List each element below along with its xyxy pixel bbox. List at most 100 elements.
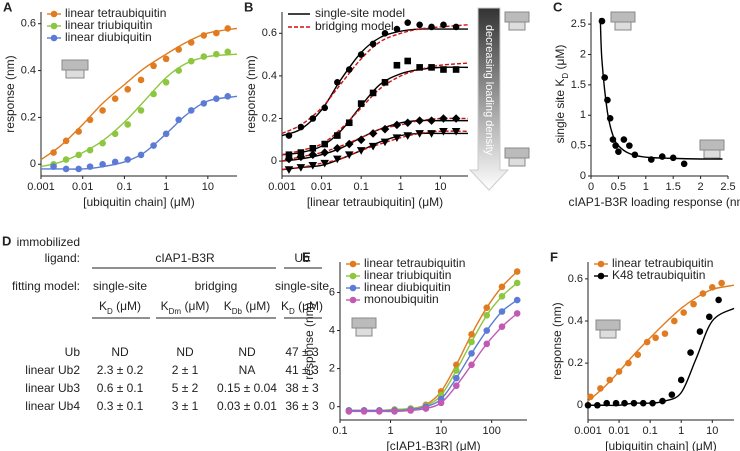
row-label: linear Ub2 (25, 363, 80, 377)
point (137, 76, 145, 84)
x-tick-label: 0.1 (642, 425, 657, 437)
y-tick-label: 1 (580, 109, 586, 121)
table-cell: 3 ± 1 (172, 399, 199, 413)
point (284, 166, 294, 174)
legend-label: linear triubiquitin (364, 268, 451, 282)
point (483, 340, 491, 348)
point (669, 154, 677, 162)
point (453, 367, 460, 374)
point (124, 121, 132, 128)
point (453, 382, 460, 390)
point (643, 338, 651, 346)
point (615, 368, 623, 375)
point (224, 25, 232, 32)
point (392, 134, 402, 142)
point (345, 119, 353, 127)
row-header: immobilized (17, 235, 80, 249)
point (606, 114, 614, 122)
point (630, 399, 638, 407)
point (213, 50, 220, 58)
point (50, 149, 57, 156)
y-tick-label: 4 (329, 324, 335, 336)
point (334, 132, 341, 139)
table-cell: ND (176, 345, 194, 359)
legend-marker (597, 272, 605, 280)
point (639, 399, 647, 407)
point (308, 162, 318, 170)
point (150, 62, 157, 70)
point (658, 153, 666, 160)
point (483, 304, 491, 311)
point (452, 66, 460, 73)
point (391, 408, 398, 415)
point (320, 159, 330, 168)
point (296, 152, 306, 162)
point (468, 331, 475, 338)
fit-line (41, 95, 238, 170)
point (626, 142, 633, 149)
point (111, 95, 119, 102)
x-tick-label: 10 (706, 425, 718, 437)
x-axis-label: [ubiquitin chain] (μM) (83, 195, 195, 209)
point (393, 25, 401, 33)
point (356, 135, 366, 145)
point (99, 160, 106, 168)
x-tick-label: 1 (387, 425, 393, 437)
table-cell: 0.03 ± 0.01 (217, 399, 277, 413)
point (333, 144, 342, 153)
point (368, 129, 378, 138)
y-tick-label: 0 (30, 158, 36, 170)
x-tick-label: 0 (588, 181, 594, 193)
y-axis-label-part: D (561, 73, 570, 79)
point (468, 361, 475, 369)
y-tick-label: 1.5 (571, 79, 586, 91)
point (513, 296, 521, 304)
point (86, 146, 94, 154)
column-unit-part: (μM) (295, 299, 323, 313)
point (598, 17, 606, 25)
point (376, 408, 383, 415)
point (62, 156, 70, 163)
fit-line (40, 27, 238, 161)
point (699, 290, 707, 297)
row-label: linear Ub4 (25, 399, 80, 413)
y-tick-label: 0.2 (568, 357, 583, 369)
point (187, 107, 195, 114)
column-unit-part: D (107, 307, 113, 316)
point (309, 145, 317, 152)
table-cell: 5 ± 2 (172, 381, 199, 395)
point (320, 148, 330, 157)
point (427, 116, 436, 125)
point (162, 55, 170, 63)
point (609, 136, 617, 143)
point (615, 148, 622, 156)
point (705, 313, 713, 321)
point (162, 78, 170, 86)
x-tick-label: 2.5 (720, 181, 735, 193)
table-cell: 2.3 ± 0.2 (97, 363, 144, 377)
table-cell: 0.15 ± 0.04 (217, 381, 277, 395)
table-cell: 41 ± 3 (285, 363, 319, 377)
point (718, 279, 725, 287)
legend-label: single-site model (315, 6, 405, 20)
y-tick-label: 2.5 (571, 18, 586, 30)
point (345, 408, 353, 415)
point (483, 327, 491, 334)
legend-marker (597, 260, 605, 268)
x-tick-label: 0.01 (608, 425, 629, 437)
column-unit-part: K (281, 299, 289, 313)
column-unit-part: K (224, 299, 232, 313)
point (334, 78, 341, 86)
column-unit: KD (μM) (281, 299, 323, 315)
series-line (348, 299, 518, 412)
y-tick-label: 0.4 (568, 315, 583, 327)
point (404, 19, 412, 26)
x-tick-label: 1.5 (666, 181, 681, 193)
point (111, 130, 119, 138)
point (357, 100, 365, 107)
x-tick-label: 0.01 (311, 181, 332, 193)
point (137, 107, 145, 114)
point (62, 137, 70, 145)
point (368, 142, 378, 151)
point (439, 127, 448, 136)
